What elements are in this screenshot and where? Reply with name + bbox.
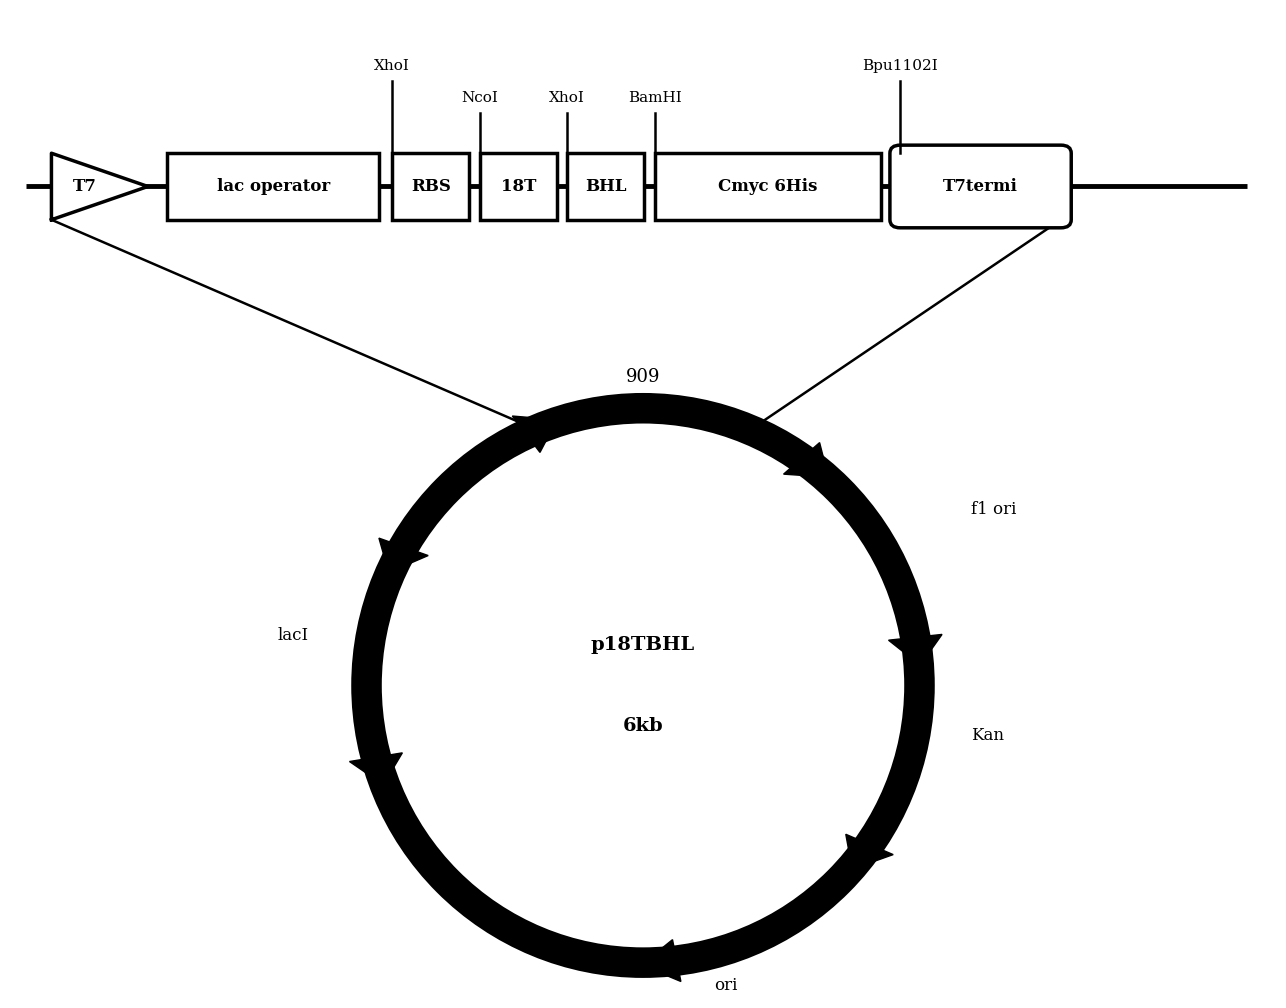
Text: lacI: lacI xyxy=(278,627,309,643)
Text: RBS: RBS xyxy=(410,178,451,195)
Polygon shape xyxy=(889,634,943,665)
Polygon shape xyxy=(846,835,894,869)
Text: XhoI: XhoI xyxy=(374,58,410,73)
Text: f1 ori: f1 ori xyxy=(971,501,1016,517)
Bar xyxy=(392,153,469,220)
Text: 6kb: 6kb xyxy=(622,717,664,735)
Text: ori: ori xyxy=(714,978,737,994)
Text: Cmyc 6His: Cmyc 6His xyxy=(718,178,818,195)
Text: Bpu1102I: Bpu1102I xyxy=(863,58,937,73)
Text: XhoI: XhoI xyxy=(549,91,585,105)
Bar xyxy=(480,153,557,220)
Text: BamHI: BamHI xyxy=(628,91,682,105)
Text: BHL: BHL xyxy=(585,178,626,195)
Text: 909: 909 xyxy=(626,368,660,386)
Polygon shape xyxy=(350,753,403,785)
Text: lac operator: lac operator xyxy=(216,178,331,195)
Text: p18TBHL: p18TBHL xyxy=(592,636,694,654)
Polygon shape xyxy=(51,153,148,220)
Bar xyxy=(167,153,379,220)
Text: T7termi: T7termi xyxy=(943,178,1019,195)
Text: 18T: 18T xyxy=(500,178,536,195)
Bar xyxy=(655,153,881,220)
Polygon shape xyxy=(642,939,680,982)
Polygon shape xyxy=(512,416,557,453)
Text: T7: T7 xyxy=(73,178,98,195)
FancyBboxPatch shape xyxy=(890,145,1071,228)
Text: Kan: Kan xyxy=(971,728,1004,744)
Polygon shape xyxy=(783,443,828,477)
Bar xyxy=(567,153,644,220)
Polygon shape xyxy=(379,538,428,573)
Text: NcoI: NcoI xyxy=(462,91,498,105)
